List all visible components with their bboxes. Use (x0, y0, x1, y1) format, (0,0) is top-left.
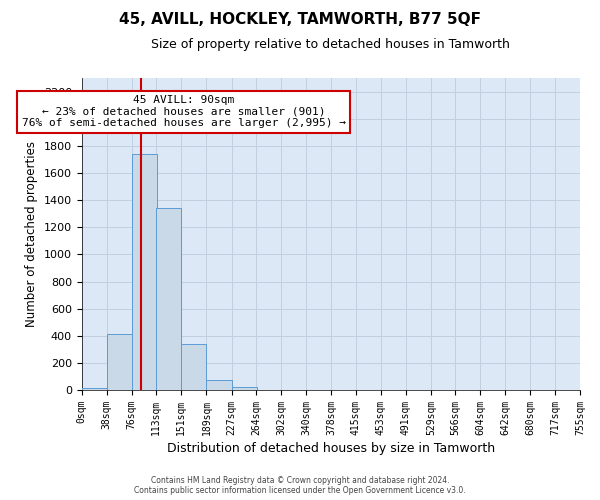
Text: Contains HM Land Registry data © Crown copyright and database right 2024.
Contai: Contains HM Land Registry data © Crown c… (134, 476, 466, 495)
Bar (232, 386, 257, 390)
Bar (107, 334, 132, 390)
Bar (156, 208, 181, 390)
Bar (82, 388, 107, 390)
Bar (181, 344, 206, 390)
Title: Size of property relative to detached houses in Tamworth: Size of property relative to detached ho… (151, 38, 510, 51)
X-axis label: Distribution of detached houses by size in Tamworth: Distribution of detached houses by size … (167, 442, 495, 455)
Text: 45, AVILL, HOCKLEY, TAMWORTH, B77 5QF: 45, AVILL, HOCKLEY, TAMWORTH, B77 5QF (119, 12, 481, 28)
Text: 45 AVILL: 90sqm
← 23% of detached houses are smaller (901)
76% of semi-detached : 45 AVILL: 90sqm ← 23% of detached houses… (22, 95, 346, 128)
Bar (132, 154, 157, 390)
Bar (206, 380, 232, 390)
Y-axis label: Number of detached properties: Number of detached properties (25, 141, 38, 327)
